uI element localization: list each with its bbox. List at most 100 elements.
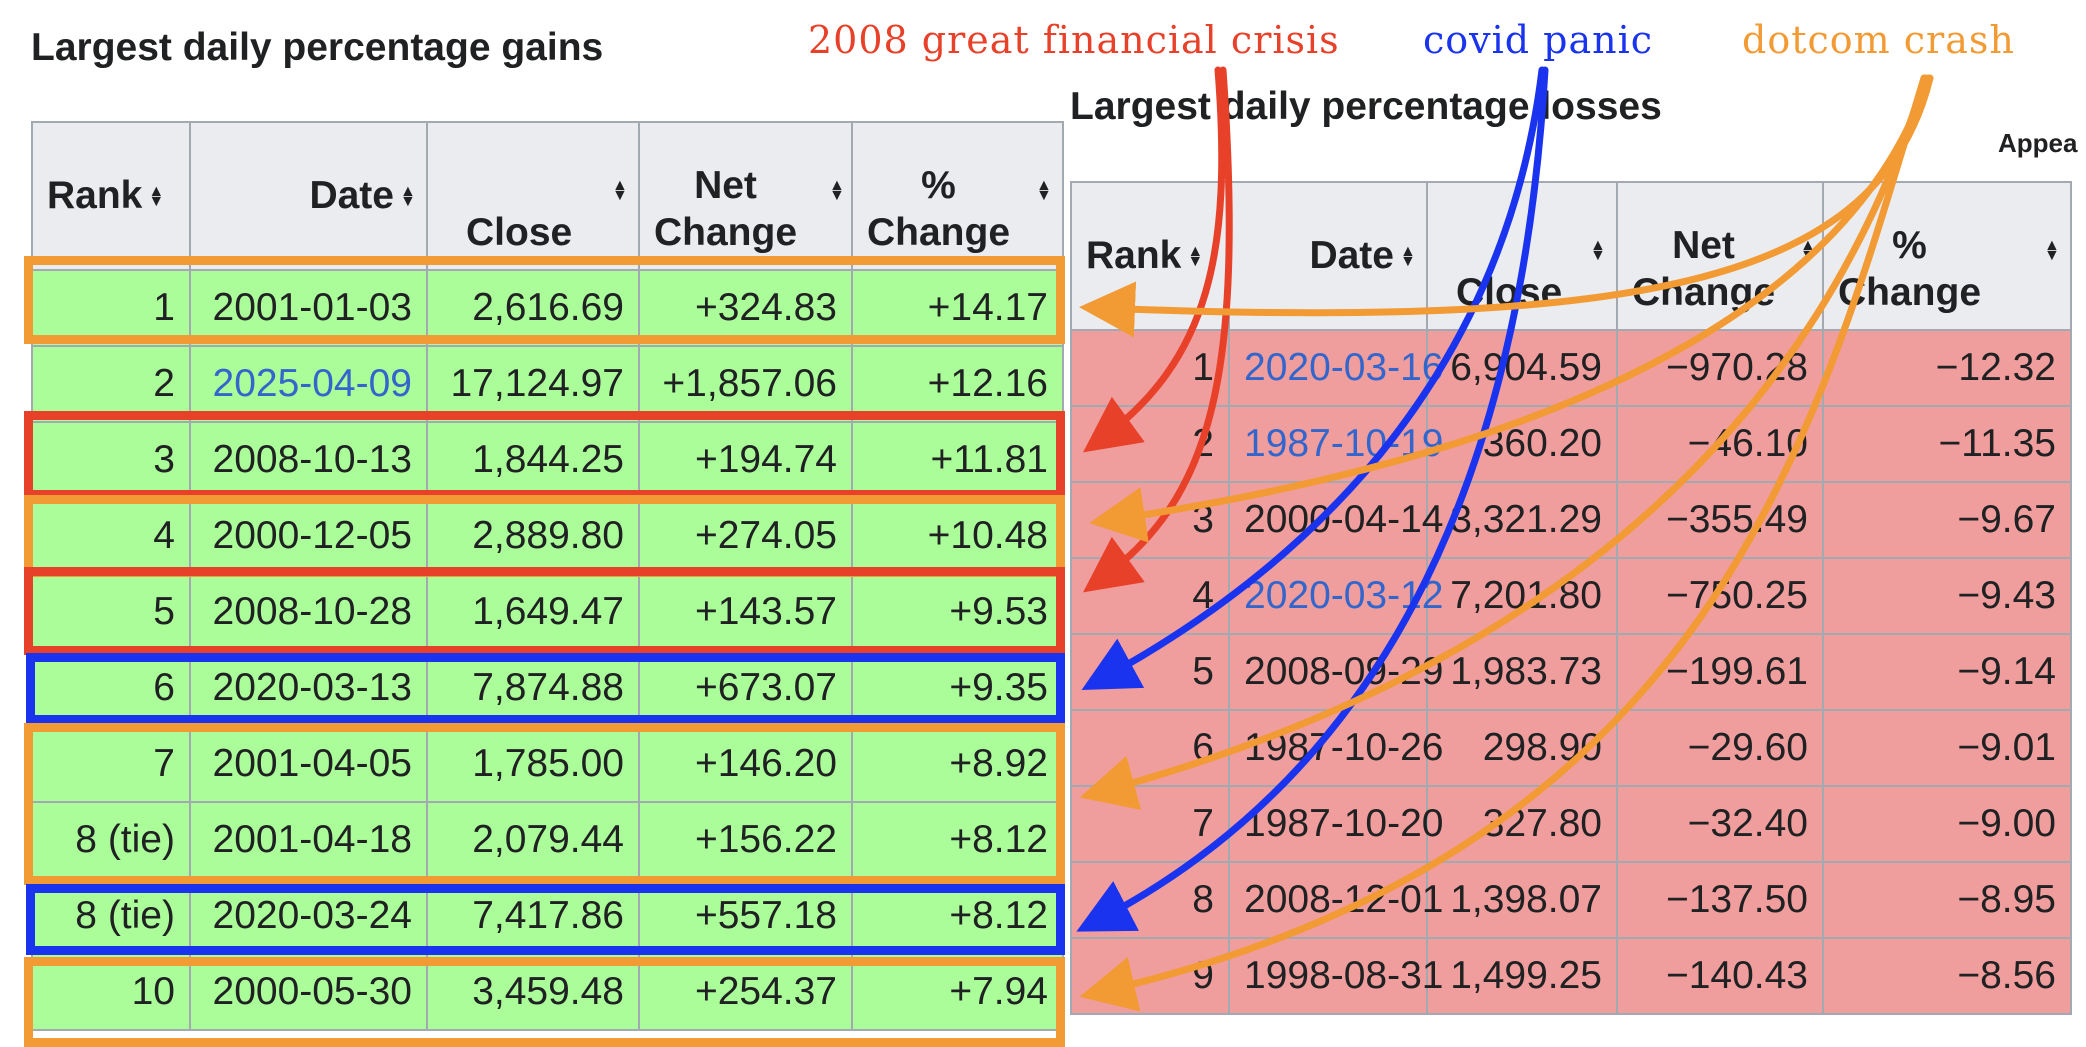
date-cell[interactable]: 2025-04-09 [189, 345, 428, 423]
losses-title: Largest daily percentage losses [1070, 85, 1662, 128]
date-cell: 2008-12-01 [1228, 861, 1444, 939]
sort-icon[interactable]: ▲ ▼ [148, 183, 165, 211]
rank-cell: 5 [1070, 633, 1230, 711]
pct-change-cell: −9.00 [1822, 785, 2072, 863]
date-cell: 2000-05-30 [189, 953, 428, 1031]
close-cell: 6,904.59 [1426, 329, 1618, 407]
table-row: 3 2000-04-14 3,321.29 −355.49 −9.67 [1070, 481, 2072, 559]
losses-header-row: Rank ▲ ▼ Date ▲ ▼ Close ▲ ▼ Net Change ▲ ▼ % Chang… [1070, 181, 2072, 331]
table-row: 7 1987-10-20 327.80 −32.40 −9.00 [1070, 785, 2072, 863]
gfc-annotation-label: 2008 great financial crisis [808, 18, 1340, 62]
pct-change-column-header[interactable]: % Change ▲ ▼ [1822, 181, 2072, 331]
date-column-header[interactable]: Date ▲ ▼ [1228, 181, 1428, 331]
net-change-cell: +557.18 [638, 877, 853, 955]
table-row: 8 (tie) 2020-03-24 7,417.86 +557.18 +8.12 [31, 877, 1064, 955]
rank-cell: 6 [1070, 709, 1230, 787]
table-row: 10 2000-05-30 3,459.48 +254.37 +7.94 [31, 953, 1064, 1031]
close-header-label: Close [1456, 271, 1563, 315]
pct-change-cell: +7.94 [851, 953, 1064, 1031]
rank-header-label: Rank [47, 173, 143, 217]
close-cell: 1,649.47 [426, 573, 640, 651]
net-change-cell: +156.22 [638, 801, 853, 879]
close-header-label: Close [466, 211, 573, 255]
rank-header-label: Rank [1086, 233, 1182, 277]
gains-title: Largest daily percentage gains [31, 26, 604, 69]
date-cell: 2001-01-03 [189, 269, 428, 347]
rank-column-header[interactable]: Rank ▲ ▼ [1070, 181, 1230, 331]
sort-icon[interactable]: ▲ ▼ [612, 177, 628, 204]
pct-header-label-2: Change [867, 211, 1011, 255]
date-cell: 2000-04-14 [1228, 481, 1444, 559]
pct-change-cell: +8.12 [851, 801, 1064, 879]
sort-icon[interactable]: ▲ ▼ [400, 183, 416, 211]
pct-change-cell: −11.35 [1822, 405, 2072, 483]
close-cell: 1,398.07 [1426, 861, 1618, 939]
net-change-cell: −46.10 [1616, 405, 1824, 483]
net-change-cell: −750.25 [1616, 557, 1824, 635]
close-cell: 3,321.29 [1426, 481, 1618, 559]
rank-column-header[interactable]: Rank ▲ ▼ [31, 121, 191, 271]
date-cell[interactable]: 2020-03-12 [1228, 557, 1444, 635]
covid-annotation-label: covid panic [1423, 18, 1654, 62]
sort-icon[interactable]: ▲ ▼ [2044, 237, 2060, 264]
rank-cell: 7 [31, 725, 191, 803]
date-header-label: Date [1309, 233, 1394, 277]
net-change-cell: −32.40 [1616, 785, 1824, 863]
table-row: 6 2020-03-13 7,874.88 +673.07 +9.35 [31, 649, 1064, 727]
table-row: 2 1987-10-19 360.20 −46.10 −11.35 [1070, 405, 2072, 483]
close-column-header[interactable]: Close ▲ ▼ [1426, 181, 1618, 331]
sort-icon[interactable]: ▲ ▼ [1036, 177, 1052, 204]
date-cell[interactable]: 2020-03-16 [1228, 329, 1444, 407]
net-change-cell: −137.50 [1616, 861, 1824, 939]
table-row: 6 1987-10-26 298.90 −29.60 −9.01 [1070, 709, 2072, 787]
pct-header-label-2: Change [1838, 271, 1982, 315]
table-row: 2 2025-04-09 17,124.97 +1,857.06 +12.16 [31, 345, 1064, 423]
pct-change-cell: +9.53 [851, 573, 1064, 651]
table-row: 5 2008-10-28 1,649.47 +143.57 +9.53 [31, 573, 1064, 651]
date-cell[interactable]: 1987-10-19 [1228, 405, 1444, 483]
net-change-cell: −970.28 [1616, 329, 1824, 407]
rank-cell: 3 [31, 421, 191, 499]
table-row: 8 2008-12-01 1,398.07 −137.50 −8.95 [1070, 861, 2072, 939]
net-change-cell: +194.74 [638, 421, 853, 499]
rank-cell: 8 (tie) [31, 877, 191, 955]
date-cell: 2000-12-05 [189, 497, 428, 575]
table-row: 1 2020-03-16 6,904.59 −970.28 −12.32 [1070, 329, 2072, 407]
table-row: 8 (tie) 2001-04-18 2,079.44 +156.22 +8.12 [31, 801, 1064, 879]
net-header-label-2: Change [654, 211, 798, 255]
pct-change-cell: −8.95 [1822, 861, 2072, 939]
date-cell: 1987-10-20 [1228, 785, 1444, 863]
sort-icon[interactable]: ▲ ▼ [1800, 237, 1816, 264]
close-cell: 1,983.73 [1426, 633, 1618, 711]
close-cell: 2,079.44 [426, 801, 640, 879]
close-cell: 7,201.80 [1426, 557, 1618, 635]
close-cell: 1,499.25 [1426, 937, 1618, 1015]
net-change-column-header[interactable]: Net Change ▲ ▼ [1616, 181, 1824, 331]
sort-icon[interactable]: ▲ ▼ [1400, 243, 1416, 271]
date-cell: 2001-04-18 [189, 801, 428, 879]
close-cell: 17,124.97 [426, 345, 640, 423]
net-change-column-header[interactable]: Net Change ▲ ▼ [638, 121, 853, 271]
table-row: 3 2008-10-13 1,844.25 +194.74 +11.81 [31, 421, 1064, 499]
date-cell: 2008-10-13 [189, 421, 428, 499]
rank-cell: 8 [1070, 861, 1230, 939]
sort-icon[interactable]: ▲ ▼ [1187, 243, 1204, 271]
close-column-header[interactable]: Close ▲ ▼ [426, 121, 640, 271]
sort-icon[interactable]: ▲ ▼ [1590, 237, 1606, 264]
date-header-label: Date [309, 173, 394, 217]
date-cell: 2020-03-13 [189, 649, 428, 727]
net-change-cell: +254.37 [638, 953, 853, 1031]
rank-cell: 5 [31, 573, 191, 651]
dotcom-annotation-label: dotcom crash [1742, 18, 2015, 62]
date-cell: 2001-04-05 [189, 725, 428, 803]
date-column-header[interactable]: Date ▲ ▼ [189, 121, 428, 271]
close-cell: 1,844.25 [426, 421, 640, 499]
date-cell: 2008-09-29 [1228, 633, 1444, 711]
pct-change-column-header[interactable]: % Change ▲ ▼ [851, 121, 1064, 271]
appearance-label: Appea [1998, 128, 2078, 158]
rank-cell: 3 [1070, 481, 1230, 559]
rank-cell: 4 [1070, 557, 1230, 635]
sort-icon[interactable]: ▲ ▼ [829, 177, 845, 204]
close-cell: 327.80 [1426, 785, 1618, 863]
close-cell: 7,874.88 [426, 649, 640, 727]
